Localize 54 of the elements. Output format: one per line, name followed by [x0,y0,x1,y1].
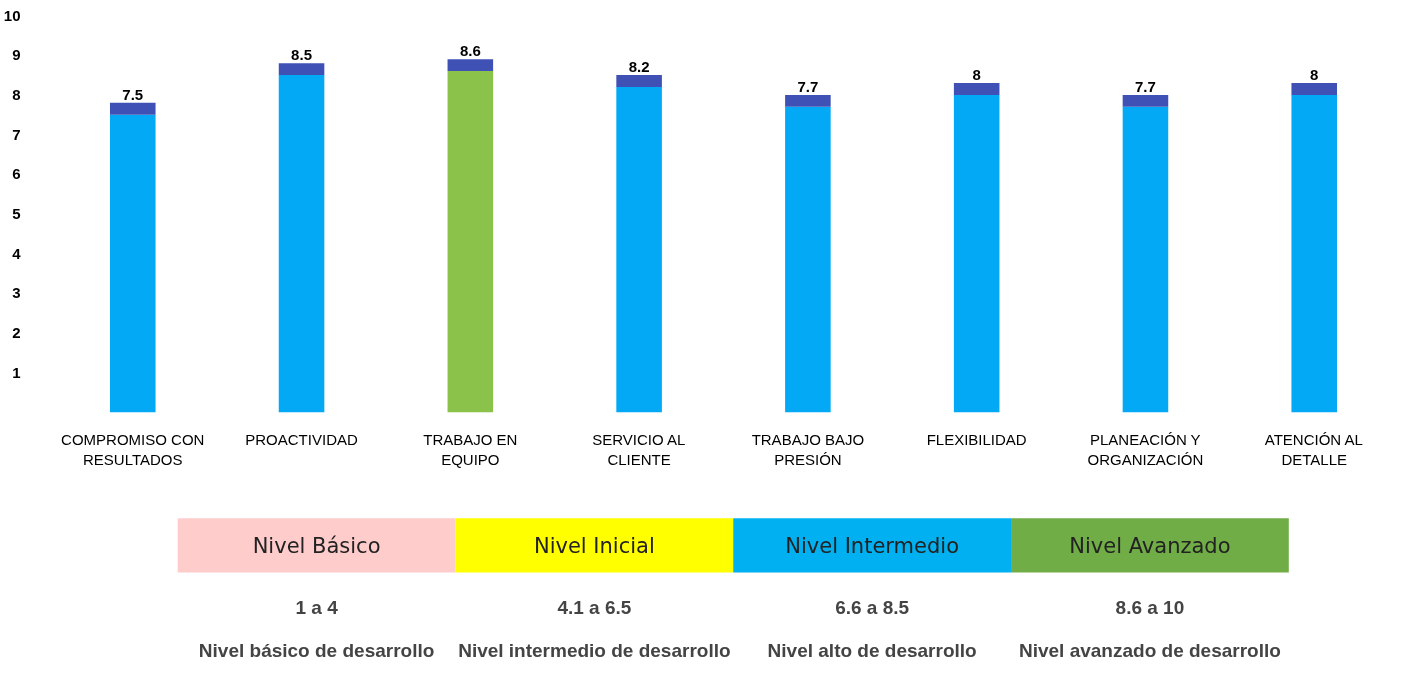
bar [1122,94,1169,107]
data-label: 8 [972,65,981,83]
category-label: Nivel Inicial [533,533,655,558]
bar [953,82,1000,95]
y-tick-label: 8 [12,85,21,103]
bar [785,106,831,413]
y-tick-label: 6 [12,165,21,183]
text: Nivel alto de desarrollo [767,639,977,661]
x-tick-label: PLANEACIÓN Y ORGANIZACIÓN [1087,430,1204,468]
text: Nivel intermedio de desarrollo [458,639,731,661]
bar [278,63,325,76]
bar [109,102,156,115]
data-label: 8.5 [291,46,312,64]
text: 8.6 a 10 [1115,597,1185,619]
data-label: 8.2 [628,58,650,76]
bar [953,94,1000,413]
x-tick-label: PROACTIVIDAD [245,430,358,448]
y-tick-label: 1 [12,363,21,381]
text: 4.1 a 6.5 [557,597,632,619]
data-label: 7.7 [1135,77,1156,95]
x-tick-label: COMPROMISO CON RESULTADOS [61,430,205,468]
bar [785,94,831,107]
data-label: 8.6 [459,42,481,60]
y-tick-label: 10 [3,6,21,24]
bar [616,75,662,87]
y-tick-label: 3 [12,284,21,302]
bar [447,71,494,413]
category-label: Nivel Básico [252,533,381,558]
x-tick-label: ATENCIÓN AL DETALLE [1264,430,1363,468]
data-label: 8 [1310,65,1319,83]
bar [1291,94,1338,413]
y-tick-label: 7 [12,125,21,143]
bar [278,75,325,413]
bar [616,86,662,413]
y-tick-label: 9 [12,46,21,64]
text: 6.6 a 8.5 [835,597,910,619]
bar [1122,106,1169,413]
x-tick-label: TRABAJO BAJO PRESIÓN [751,430,865,468]
data-label: 7.5 [122,85,144,103]
category-label: Nivel Intermedio [785,533,959,558]
x-tick-label: TRABAJO EN EQUIPO [423,430,518,468]
text: Nivel básico de desarrollo [198,639,435,661]
bar [1291,82,1338,95]
x-tick-label: FLEXIBILIDAD [926,430,1027,448]
category-label: Nivel Avanzado [1069,533,1231,558]
text: Nivel avanzado de desarrollo [1018,639,1281,661]
y-tick-label: 4 [12,244,22,262]
y-tick-label: 5 [12,205,21,222]
text: 1 a 4 [295,597,339,619]
data-label: 7.7 [797,77,819,95]
bar [447,59,494,72]
bar [109,114,156,413]
x-tick-label: SERVICIO AL CLIENTE [592,430,686,468]
y-tick-label: 2 [12,324,21,342]
